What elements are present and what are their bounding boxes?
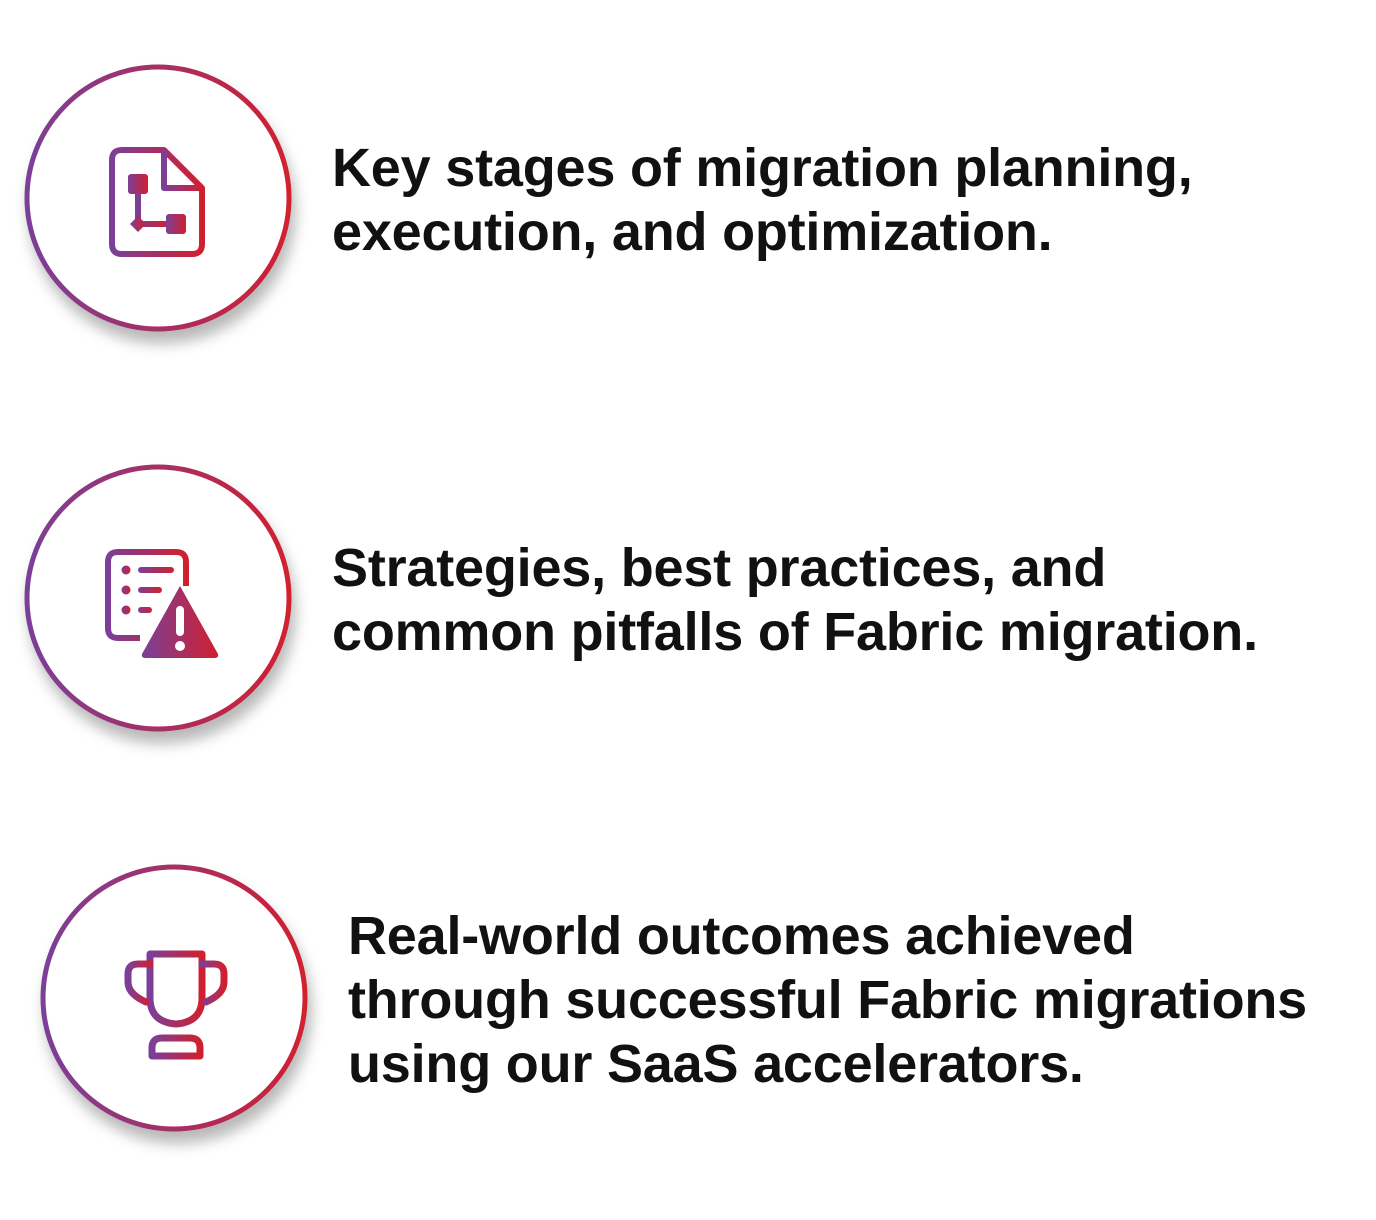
feature-line: execution, and optimization. (332, 202, 1053, 262)
feature-text: Strategies, best practices, and common p… (332, 536, 1258, 664)
workflow-document-icon (100, 140, 220, 260)
trophy-icon (116, 940, 236, 1060)
badge-ring (40, 864, 308, 1132)
checklist-warning-icon (100, 540, 220, 660)
feature-text: Real-world outcomes achieved through suc… (348, 904, 1307, 1096)
icon-badge (24, 464, 296, 736)
feature-line: Key stages of migration planning, (332, 138, 1193, 198)
feature-line: common pitfalls of Fabric migration. (332, 602, 1258, 662)
feature-text: Key stages of migration planning, execut… (332, 136, 1193, 264)
feature-line: Strategies, best practices, and (332, 538, 1107, 598)
feature-line: using our SaaS accelerators. (348, 1034, 1084, 1094)
badge-ring (24, 464, 292, 732)
feature-line: Real-world outcomes achieved (348, 906, 1135, 966)
feature-line: through successful Fabric migrations (348, 970, 1307, 1030)
icon-badge (40, 864, 312, 1136)
icon-badge (24, 64, 296, 336)
badge-ring (24, 64, 292, 332)
